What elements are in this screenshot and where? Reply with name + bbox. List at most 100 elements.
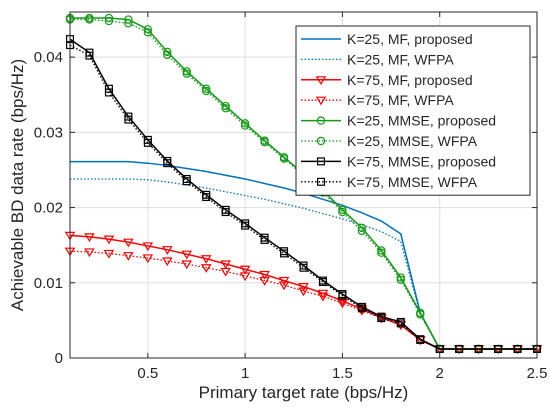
legend-entry: K=25, MMSE, WFPA (301, 133, 478, 149)
data-point (260, 137, 269, 147)
legend-label: K=75, MMSE, proposed (347, 153, 496, 169)
data-point (104, 16, 114, 26)
y-tick-label: 0.03 (34, 124, 63, 141)
data-point (221, 208, 230, 217)
data-point (124, 115, 133, 124)
data-point (318, 278, 327, 287)
data-point (239, 265, 251, 275)
x-tick-label: 2 (436, 365, 444, 382)
tick-labels: 0.5 1 1.5 2 2.5 0 0.01 0.02 0.03 0.04 (34, 49, 548, 382)
data-point (124, 19, 133, 28)
data-point (278, 281, 290, 291)
legend-entry: K=75, MF, WFPA (301, 92, 454, 108)
data-point (163, 50, 172, 60)
data-point (123, 252, 134, 261)
legend-marker (316, 136, 326, 146)
data-point (239, 272, 251, 282)
data-point (103, 235, 115, 245)
legend-marker (316, 116, 326, 125)
data-point (142, 242, 154, 252)
data-point (142, 254, 154, 264)
data-point (85, 15, 94, 24)
data-point (416, 335, 425, 344)
data-point (163, 159, 172, 168)
data-point (317, 292, 329, 302)
data-point (202, 84, 211, 93)
data-point (202, 86, 211, 96)
data-point (435, 344, 444, 353)
data-point (143, 28, 153, 37)
y-tick-label: 0 (55, 350, 63, 367)
data-point (182, 67, 191, 76)
data-point (260, 235, 269, 244)
data-point (279, 154, 289, 163)
data-point (162, 257, 173, 267)
legend-label: K=25, MF, proposed (347, 31, 473, 47)
data-point (338, 291, 347, 300)
data-point (104, 88, 113, 97)
data-point (182, 69, 191, 78)
data-point (85, 51, 94, 60)
x-tick-label: 1.5 (332, 365, 353, 382)
data-point (181, 250, 193, 260)
legend-entry: K=25, MMSE, proposed (301, 113, 496, 129)
data-point (221, 104, 230, 113)
data-point (241, 221, 250, 230)
plot-frame (69, 11, 538, 359)
data-point (396, 273, 405, 282)
data-point (163, 47, 172, 57)
legend-entry: K=75, MF, proposed (301, 72, 473, 88)
data-point (103, 249, 115, 259)
data-point (377, 246, 386, 255)
legend-entry: K=25, MF, proposed (301, 31, 473, 47)
legend-box (295, 25, 531, 196)
data-point (396, 275, 405, 284)
legend-marker (315, 76, 327, 85)
legend-label: K=75, MMSE, WFPA (347, 174, 478, 190)
data-point (182, 177, 191, 186)
data-point (259, 276, 270, 286)
data-point (240, 121, 250, 130)
data-point (84, 233, 95, 243)
data-point (494, 344, 503, 353)
data-point (181, 260, 193, 270)
legend-marker (315, 96, 327, 106)
data-point (200, 264, 212, 273)
data-point (357, 226, 367, 236)
legend-entry: K=75, MMSE, WFPA (301, 174, 478, 190)
data-point (337, 299, 348, 309)
legend-label: K=25, MMSE, proposed (347, 113, 496, 129)
data-point (220, 260, 231, 270)
x-axis-label: Primary target rate (bps/Hz) (199, 383, 409, 402)
x-tick-label: 0.5 (137, 365, 158, 382)
data-point (377, 314, 386, 323)
legend-label: K=25, MF, WFPA (347, 51, 454, 67)
data-point (240, 119, 250, 128)
legend-marker (317, 157, 326, 166)
data-point (338, 205, 347, 215)
x-tick-label: 2.5 (527, 365, 548, 382)
data-point (455, 344, 464, 353)
data-point (377, 248, 386, 257)
data-point (259, 270, 270, 280)
data-point (396, 319, 405, 328)
axes (69, 11, 538, 359)
data-point (124, 15, 133, 24)
legend-label: K=75, MF, proposed (347, 72, 473, 88)
data-point (298, 282, 309, 292)
data-point (298, 287, 309, 297)
data-point (123, 238, 134, 248)
legend-marker (317, 177, 326, 186)
data-point (278, 276, 290, 286)
legend-label: K=25, MMSE, WFPA (347, 133, 478, 149)
legend-entry: K=75, MMSE, proposed (301, 153, 496, 169)
data-point (299, 263, 308, 272)
data-point (202, 193, 211, 202)
data-point (220, 267, 231, 277)
y-tick-label: 0.01 (34, 275, 63, 292)
legend: K=25, MF, proposed K=25, MF, WFPA K=75, MF… (295, 25, 531, 196)
data-point (513, 344, 522, 353)
data-point (162, 246, 173, 255)
data-point (84, 248, 95, 258)
